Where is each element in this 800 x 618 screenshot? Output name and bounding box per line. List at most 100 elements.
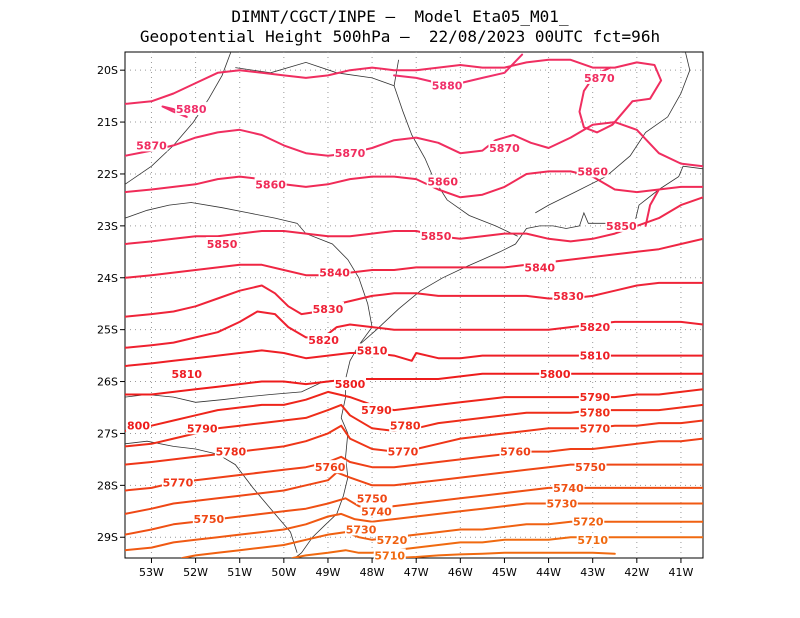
lat-tick-label: 28S xyxy=(97,479,118,492)
contour-label-bg xyxy=(307,333,340,347)
contour-label: 5810 xyxy=(580,350,611,363)
contour-label-bg xyxy=(576,164,609,178)
axis-ticks: 53W 52W 51W 50W 49W 48W 47W 46W 45W 44W 43W 42W 41W 2… xyxy=(97,64,693,579)
contour-label-bg xyxy=(552,288,585,302)
contour-label: 5860 xyxy=(577,165,608,178)
contour-label: 5810 xyxy=(171,368,202,381)
contour-label-bg xyxy=(334,377,367,391)
lat-tick-label: 20S xyxy=(97,64,118,77)
lon-tick-label: 52W xyxy=(183,566,208,579)
contour-label: 5880 xyxy=(176,103,207,116)
contour-label-bg xyxy=(175,102,208,116)
contour-label-bg xyxy=(318,265,351,279)
contour-label-bg xyxy=(186,421,219,435)
contour-label-bg xyxy=(539,366,572,380)
contour-label: 5780 xyxy=(390,420,421,433)
contour-label-bg xyxy=(545,496,578,510)
lon-tick-label: 45W xyxy=(492,566,517,579)
plot-frame xyxy=(124,51,704,559)
contour-5840 xyxy=(125,237,703,279)
state-border xyxy=(125,440,298,553)
contour-label-bg xyxy=(360,403,393,417)
contour-label-bg xyxy=(578,390,611,404)
contour-label: 5780 xyxy=(580,407,611,420)
lat-tick-label: 27S xyxy=(97,427,118,440)
contour-label: 5840 xyxy=(319,267,350,280)
state-border xyxy=(535,52,691,214)
contour-label-bg xyxy=(552,480,585,494)
contour-label: 5860 xyxy=(427,176,458,189)
contour-label-bg xyxy=(334,146,367,160)
state-border xyxy=(125,202,373,346)
contour-label-bg xyxy=(386,444,419,458)
contour-label-bg xyxy=(420,229,453,243)
contour-label: 5800 xyxy=(540,368,571,381)
lat-tick-label: 23S xyxy=(97,220,118,233)
contour-label: 5750 xyxy=(575,461,606,474)
contour-label-bg xyxy=(373,548,406,562)
contour-label: 5790 xyxy=(361,404,392,417)
contour-label-bg xyxy=(426,174,459,188)
state-border xyxy=(235,61,395,87)
lon-tick-label: 43W xyxy=(580,566,605,579)
lat-tick-label: 29S xyxy=(97,531,118,544)
contour-label-bg xyxy=(356,491,389,505)
contour-label: 5860 xyxy=(255,178,286,191)
contour-label: 5870 xyxy=(489,142,520,155)
contour-label: 5870 xyxy=(136,139,167,152)
contour-label-bg xyxy=(605,218,638,232)
contour-5730 xyxy=(125,502,703,552)
contour-label: 5840 xyxy=(524,261,555,274)
contour-5870 xyxy=(125,58,663,134)
contour-label-bg xyxy=(523,260,556,274)
contour-label-bg xyxy=(254,177,287,191)
lon-tick-label: 53W xyxy=(139,566,164,579)
contour-5700 xyxy=(393,551,616,558)
contour-label: 5770 xyxy=(580,422,611,435)
lon-tick-label: 49W xyxy=(316,566,341,579)
lat-tick-label: 25S xyxy=(97,324,118,337)
contour-label-bg xyxy=(206,237,239,251)
contour-label-bg xyxy=(578,405,611,419)
contour-label-bg xyxy=(356,343,389,357)
contour-label-bg xyxy=(126,418,151,432)
lat-tick-label: 21S xyxy=(97,116,118,129)
contour-label: 5760 xyxy=(500,446,531,459)
lon-tick-label: 50W xyxy=(271,566,296,579)
contour-label: 5750 xyxy=(357,492,388,505)
contour-label: 5720 xyxy=(377,534,408,547)
contour-label-bg xyxy=(574,460,607,474)
contour-label-bg xyxy=(578,348,611,362)
contour-label: 5740 xyxy=(361,505,392,518)
contour-label-bg xyxy=(431,78,464,92)
contour-label: 5850 xyxy=(207,238,238,251)
contour-label: 5790 xyxy=(187,422,218,435)
contour-label: 5810 xyxy=(357,344,388,357)
contour-5880 xyxy=(161,105,188,118)
contour-label: 5850 xyxy=(606,220,637,233)
contour-5870 xyxy=(125,121,703,168)
contour-label: 5730 xyxy=(346,523,377,536)
contour-label-bg xyxy=(135,138,168,152)
lon-tick-label: 44W xyxy=(536,566,561,579)
contour-label-bg xyxy=(170,366,203,380)
contour-label-bg xyxy=(578,320,611,334)
contour-label-bg xyxy=(161,475,194,489)
chart-title-line-2: Geopotential Height 500hPa – 22/08/2023 … xyxy=(139,27,661,46)
lon-tick-label: 51W xyxy=(227,566,252,579)
contour-label-bg xyxy=(583,70,616,84)
contour-label: 800 xyxy=(127,420,150,433)
contour-label: 5820 xyxy=(308,334,339,347)
contour-label-bg xyxy=(499,444,532,458)
contour-label: 5780 xyxy=(216,446,247,459)
contour-label: 5740 xyxy=(553,482,584,495)
contour-label: 5870 xyxy=(335,147,366,160)
lon-tick-label: 46W xyxy=(448,566,473,579)
contour-label: 5800 xyxy=(335,378,366,391)
contour-label-bg xyxy=(314,460,347,474)
contour-label: 5830 xyxy=(553,290,584,303)
contour-label: 5880 xyxy=(432,80,463,93)
contour-label-bg xyxy=(576,532,609,546)
lon-tick-label: 41W xyxy=(669,566,694,579)
